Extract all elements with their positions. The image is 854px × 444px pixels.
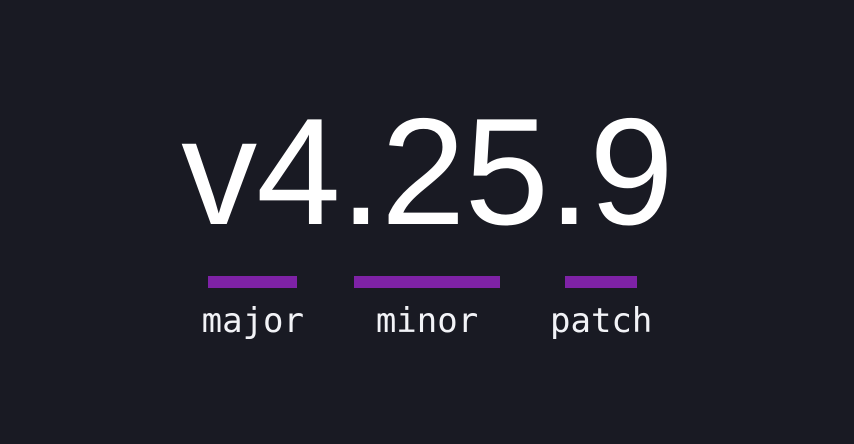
legend-item-minor: minor [354, 275, 500, 341]
minor-segment-bar [354, 275, 500, 288]
major-segment-bar [208, 275, 298, 288]
legend-item-patch: patch [550, 275, 653, 341]
version-segment-legend: major minor patch [177, 275, 678, 341]
minor-segment-label: minor [375, 300, 479, 341]
major-segment-label: major [201, 300, 304, 341]
legend-item-major: major [201, 275, 304, 341]
patch-segment-bar [565, 275, 638, 288]
version-string: v4.25.9 [181, 86, 674, 257]
patch-segment-label: patch [550, 300, 653, 341]
